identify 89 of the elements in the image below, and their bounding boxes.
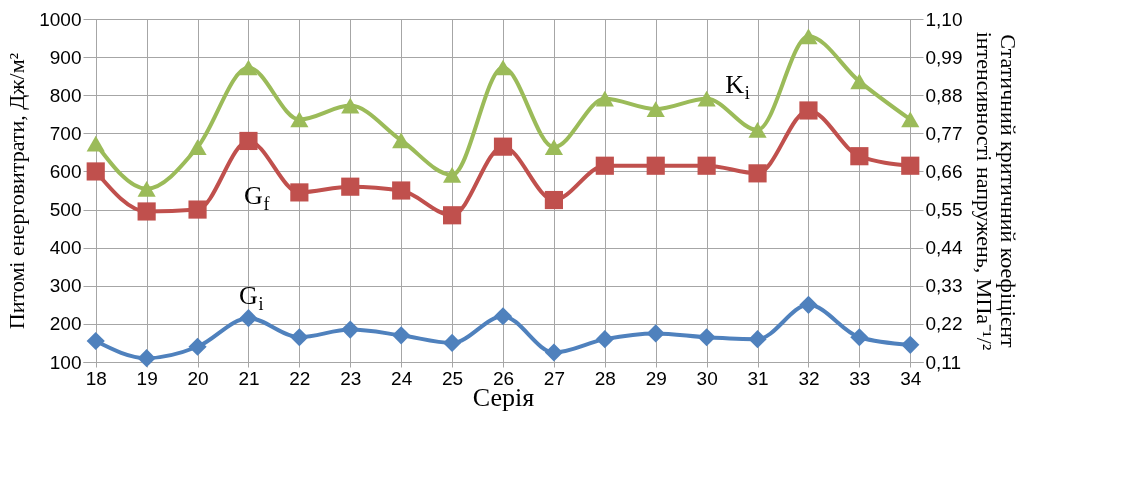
- point: [544, 139, 563, 156]
- point: [850, 328, 869, 347]
- y2-tick-label: 0,11: [925, 351, 962, 373]
- point: [748, 164, 767, 183]
- point: [544, 190, 563, 210]
- point: [188, 337, 207, 356]
- x-tick-label: 33: [849, 367, 871, 389]
- point: [595, 330, 614, 349]
- y-tick-label: 300: [49, 275, 82, 297]
- point: [290, 183, 309, 202]
- point: [290, 111, 309, 128]
- point: [697, 328, 716, 347]
- y-tick-label: 400: [49, 237, 82, 259]
- point: [799, 101, 818, 120]
- x-tick-label: 22: [289, 367, 311, 389]
- point: [493, 59, 513, 76]
- x-tick-label: 23: [340, 367, 362, 389]
- point: [493, 137, 513, 156]
- point: [799, 295, 818, 314]
- point: [493, 307, 513, 326]
- point: [595, 156, 614, 175]
- y-tick-label: 600: [49, 160, 82, 182]
- x-tick-label: 24: [391, 367, 413, 389]
- y-tick-label: 200: [49, 313, 82, 335]
- x-tick-label: 27: [543, 367, 565, 389]
- point: [239, 59, 258, 76]
- point: [544, 343, 563, 362]
- y-tick-label: 100: [49, 351, 82, 373]
- point: [595, 90, 614, 107]
- point: [392, 326, 411, 345]
- x-tick-label: 31: [747, 367, 769, 389]
- y2-tick-label: 0,22: [925, 313, 963, 335]
- y-tick-label: 1000: [39, 8, 82, 30]
- x-tick-label: 30: [696, 367, 718, 389]
- point: [341, 177, 360, 196]
- y2-tick-label: 0,55: [925, 199, 963, 221]
- point: [646, 101, 665, 117]
- point: [901, 156, 920, 175]
- y-tick-label: 700: [49, 122, 82, 144]
- y2-tick-label: 0,66: [925, 160, 963, 182]
- point: [341, 320, 360, 339]
- point: [646, 324, 665, 343]
- x-tick-label: 18: [85, 367, 107, 389]
- point: [748, 330, 767, 349]
- y2-tick-label: 0,88: [925, 84, 963, 106]
- y2-tick-label: 0,99: [925, 46, 963, 68]
- x-tick-label: 28: [594, 367, 616, 389]
- point: [188, 200, 207, 219]
- x-tick-label: 19: [136, 367, 158, 389]
- x-tick-label: 32: [798, 367, 820, 389]
- point: [443, 167, 462, 183]
- point: [341, 97, 360, 114]
- point: [748, 122, 767, 138]
- y-axis-title: Питомі енерговитрати, Дж/м²: [4, 52, 30, 330]
- point: [137, 202, 156, 221]
- point: [86, 135, 105, 152]
- point: [137, 180, 156, 197]
- point: [799, 28, 818, 45]
- point: [697, 156, 716, 175]
- point: [443, 333, 462, 353]
- point: [290, 328, 309, 347]
- point: [850, 73, 869, 90]
- point: [443, 206, 462, 225]
- x-tick-label: 25: [442, 367, 464, 389]
- y2-tick-label: 0,77: [925, 122, 963, 144]
- x-tick-label: 29: [645, 367, 667, 389]
- point: [392, 181, 411, 200]
- point: [697, 90, 716, 107]
- x-tick-label: 21: [238, 367, 260, 389]
- x-tick-label: 20: [187, 367, 209, 389]
- y-tick-label: 800: [49, 84, 82, 106]
- point: [188, 139, 207, 156]
- x-tick-label: 34: [900, 367, 922, 389]
- y2-axis-title: Статичний критичний коефіцієнт інтенсивності напружень, МПа⁻¹/²: [972, 31, 1022, 351]
- point: [137, 349, 156, 368]
- point: [86, 162, 105, 181]
- point: [86, 331, 105, 351]
- point: [850, 147, 869, 166]
- point: [239, 309, 258, 328]
- point: [901, 335, 920, 354]
- y-tick-label: 500: [49, 199, 82, 221]
- y-tick-label: 900: [49, 46, 82, 68]
- point: [646, 156, 665, 175]
- y2-tick-label: 0,33: [925, 275, 963, 297]
- point: [392, 132, 411, 149]
- y2-tick-label: 1,10: [925, 8, 963, 30]
- point: [901, 111, 920, 128]
- point: [239, 131, 258, 151]
- y2-tick-label: 0,44: [925, 237, 963, 259]
